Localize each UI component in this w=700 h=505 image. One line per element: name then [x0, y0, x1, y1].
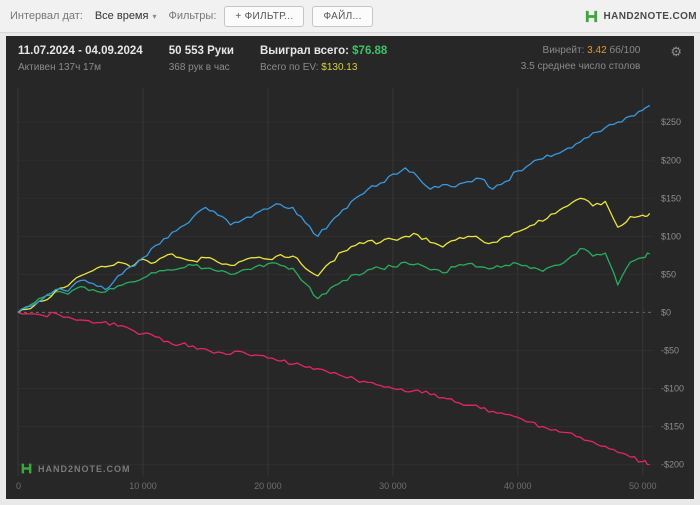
- brand-text: HAND2NOTE.COM: [603, 10, 697, 22]
- ev-value: $130.13: [321, 62, 358, 73]
- date-interval-dropdown[interactable]: Все время ▾: [91, 8, 161, 24]
- hands-count: 50 553 Руки: [168, 45, 234, 57]
- date-interval-value: Все время: [94, 10, 149, 22]
- y-axis-label: -$150: [661, 422, 684, 432]
- winrate-label: Винрейт:: [542, 45, 585, 56]
- date-interval-label: Интервал дат:: [10, 10, 83, 22]
- hands-per-hour: 368 рук в час: [168, 62, 230, 73]
- winrate-value: 3.42: [587, 45, 607, 56]
- won-total: Выиграл всего: $76.88: [260, 43, 387, 60]
- add-filter-button[interactable]: + ФИЛЬТР...: [224, 5, 305, 27]
- winrate: Винрейт: 3.42 бб/100: [521, 43, 641, 59]
- x-axis-label: 40 000: [504, 481, 532, 491]
- y-axis-label: $50: [661, 269, 676, 279]
- x-axis-label: 0: [16, 481, 21, 491]
- stats-header: 11.07.2024 - 04.09.2024 Активен 137ч 17м…: [6, 36, 694, 80]
- series-line-green: [17, 247, 650, 313]
- series-line-red: [17, 311, 650, 466]
- winrate-unit: бб/100: [609, 45, 641, 56]
- x-axis-label: 20 000: [254, 481, 282, 491]
- y-axis-label: -$50: [661, 346, 679, 356]
- report-panel: 11.07.2024 - 04.09.2024 Активен 137ч 17м…: [6, 36, 694, 499]
- x-axis-label: 30 000: [379, 481, 407, 491]
- brand: HAND2NOTE.COM: [584, 9, 697, 24]
- hand2note-logo-icon: [21, 463, 32, 474]
- active-time: Активен 137ч 17м: [18, 62, 102, 73]
- chart-area: $250 $200 $150 $100 $50 $0 -$50 -$100 -$150 -$200…: [6, 80, 694, 499]
- avg-tables: 3.5 среднее число столов: [520, 61, 641, 72]
- chevron-down-icon: ▾: [152, 11, 157, 21]
- x-axis-label: 10 000: [129, 481, 157, 491]
- ev-total: Всего по EV: $130.13: [260, 60, 387, 75]
- gear-icon[interactable]: ⚙: [670, 44, 682, 59]
- series-line-blue: [17, 104, 651, 313]
- y-axis-label: $0: [661, 307, 671, 317]
- winrate-block: Винрейт: 3.42 бб/100 3.5 среднее число с…: [521, 43, 641, 75]
- winnings-chart: $250 $200 $150 $100 $50 $0 -$50 -$100 -$150 -$200…: [16, 88, 684, 491]
- y-axis-label: -$100: [661, 384, 684, 394]
- y-axis-label: $150: [661, 193, 681, 203]
- watermark-text: HAND2NOTE.COM: [38, 463, 131, 474]
- y-axis-label: $200: [661, 155, 681, 165]
- chart-watermark: HAND2NOTE.COM: [20, 462, 131, 475]
- y-axis-label: $250: [661, 117, 681, 127]
- won-label: Выиграл всего:: [259, 45, 349, 57]
- winnings-block: Выиграл всего: $76.88 Всего по EV: $130.…: [260, 43, 387, 75]
- date-range: 11.07.2024 - 04.09.2024: [18, 45, 143, 57]
- date-range-block: 11.07.2024 - 04.09.2024 Активен 137ч 17м: [18, 43, 143, 75]
- ev-label: Всего по EV:: [259, 62, 319, 73]
- filters-label: Фильтры:: [168, 10, 217, 22]
- y-axis-label: -$200: [661, 460, 684, 470]
- toolbar: Интервал дат: Все время ▾ Фильтры: + ФИЛ…: [0, 0, 700, 33]
- series-line-yellow: [17, 197, 651, 313]
- hand2note-logo-icon: [586, 10, 598, 22]
- x-axis-label: 50 000: [629, 481, 657, 491]
- file-button[interactable]: ФАЙЛ...: [312, 5, 373, 27]
- y-axis-label: $100: [661, 231, 681, 241]
- won-value: $76.88: [352, 45, 388, 57]
- hands-block: 50 553 Руки 368 рук в час: [169, 43, 234, 75]
